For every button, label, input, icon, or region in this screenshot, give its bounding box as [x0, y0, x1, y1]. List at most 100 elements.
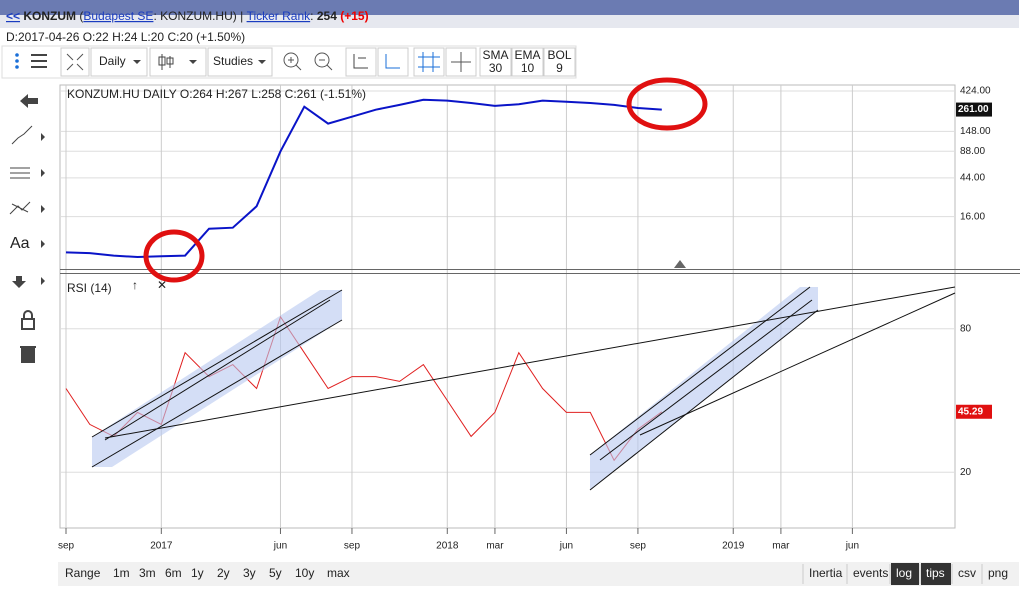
download-tool[interactable]: [12, 276, 26, 288]
highlight-circle: [626, 77, 708, 131]
delete-tool[interactable]: [20, 346, 36, 363]
sidebar-arrow: [41, 240, 45, 248]
rank-colon: :: [310, 9, 313, 23]
trend-channel: [589, 286, 819, 491]
y-tick-label: 88.00: [960, 146, 985, 157]
pane-handle[interactable]: [674, 260, 686, 268]
trend-channel: [91, 289, 343, 468]
chart-type-button[interactable]: [149, 47, 207, 77]
channel-fill: [92, 290, 342, 467]
y-tick-label: 44.00: [960, 173, 985, 184]
pane-separator: [60, 269, 1020, 274]
option-button[interactable]: png: [988, 566, 1008, 580]
indicator-button[interactable]: [511, 47, 544, 77]
y-tick-label: 20: [960, 467, 972, 478]
rank-link[interactable]: Ticker Rank: [247, 9, 312, 23]
highlight-circle: [143, 229, 205, 283]
line-tool[interactable]: [11, 125, 33, 145]
scale-icon: [385, 54, 400, 69]
exchange-rest: : KONZUM.HU): [153, 9, 236, 23]
indicator-name: SMA: [482, 48, 508, 62]
scale-button-2[interactable]: [377, 47, 409, 77]
menu-dots[interactable]: [15, 53, 19, 69]
studies-button[interactable]: [207, 47, 273, 77]
fullscreen-button[interactable]: [60, 47, 90, 77]
range-button[interactable]: 6m: [165, 566, 182, 580]
indicator-name: EMA: [514, 48, 540, 62]
header-bg: [0, 15, 1019, 28]
indicator-period: 30: [489, 61, 503, 75]
last-value-label: 261.00: [958, 104, 989, 115]
trend-line: [104, 286, 956, 439]
range-button[interactable]: 2y: [217, 566, 230, 580]
range-button: Range: [65, 566, 101, 580]
channel-fill: [590, 287, 818, 490]
option-button[interactable]: Inertia: [809, 566, 843, 580]
header: << KONZUM (Budapest SE: KONZUM.HU) | Tic…: [6, 9, 369, 23]
indicator-name: BOL: [547, 48, 571, 62]
option-button[interactable]: csv: [958, 566, 976, 580]
fib-tool[interactable]: [10, 167, 30, 179]
move-up-icon[interactable]: ↑: [132, 278, 138, 292]
y-tick-label: 148.00: [960, 126, 991, 137]
range-button[interactable]: 3y: [243, 566, 256, 580]
range-button[interactable]: 3m: [139, 566, 156, 580]
indicator-button[interactable]: [543, 47, 576, 77]
exchange-link[interactable]: Budapest SE: [83, 9, 153, 23]
pattern-tool[interactable]: [9, 201, 31, 215]
last-value-label: 45.29: [958, 406, 983, 417]
exchange-open: (: [79, 9, 83, 23]
last-value-box: [956, 404, 992, 419]
option-button[interactable]: events: [853, 566, 888, 580]
sidebar-arrow: [41, 169, 45, 177]
top-bar: [0, 0, 1019, 15]
sidebar-arrow: [41, 133, 45, 141]
plots: KONZUM.HU DAILY O:264 H:267 L:258 C:261 …: [65, 87, 992, 462]
rank-change: (+15): [340, 9, 368, 23]
option-active: [921, 563, 951, 585]
menu-icon[interactable]: [31, 54, 47, 68]
indicator-button[interactable]: [479, 47, 512, 77]
range-button[interactable]: max: [327, 566, 350, 580]
pane-title: RSI (14): [67, 281, 112, 295]
range-button[interactable]: 1y: [191, 566, 204, 580]
grid-button[interactable]: [413, 47, 445, 77]
lock-tool[interactable]: [21, 310, 35, 330]
scale-icon: [353, 54, 368, 69]
range-button[interactable]: 10y: [295, 566, 314, 580]
scale-button[interactable]: [345, 47, 377, 77]
range-button[interactable]: 1m: [113, 566, 130, 580]
back-tool[interactable]: [20, 94, 38, 108]
fullscreen-icon: [66, 53, 84, 71]
indicator-period: 10: [521, 61, 535, 75]
text-tool[interactable]: Aa: [10, 235, 30, 252]
crosshair-icon: [451, 52, 471, 72]
dropdown-arrow: [133, 60, 141, 64]
pane-title: KONZUM.HU DAILY O:264 H:267 L:258 C:261 …: [67, 87, 366, 101]
x-tick-label: mar: [772, 541, 790, 552]
zoom-out[interactable]: [314, 52, 333, 71]
x-tick-label: sep: [344, 541, 361, 552]
separator: |: [240, 9, 243, 23]
bottom-buttons: Range 1m 3m 6m 1y 2y 3y 5y 10y max Inertia events lo…: [65, 563, 1008, 585]
dropdown-arrow: [258, 60, 266, 64]
info-line: D:2017-04-26 O:22 H:24 L:20 C:20 (+1.50%…: [6, 30, 245, 44]
back-link[interactable]: <<: [6, 9, 20, 23]
range-button[interactable]: 5y: [269, 566, 282, 580]
x-tick-label: jun: [273, 541, 287, 552]
y-tick-label: 16.00: [960, 211, 985, 222]
option-button[interactable]: log: [896, 566, 912, 580]
candle-icon: [158, 54, 174, 70]
x-tick-label: jun: [559, 541, 573, 552]
option-button[interactable]: tips: [926, 566, 945, 580]
sidebar-arrow: [41, 205, 45, 213]
series-line: [65, 98, 662, 259]
sidebar: Aa: [9, 94, 45, 363]
zoom-in[interactable]: [283, 52, 302, 71]
close-icon[interactable]: ✕: [157, 278, 167, 292]
option-active: [891, 563, 919, 585]
indicator-period: 9: [556, 61, 563, 75]
